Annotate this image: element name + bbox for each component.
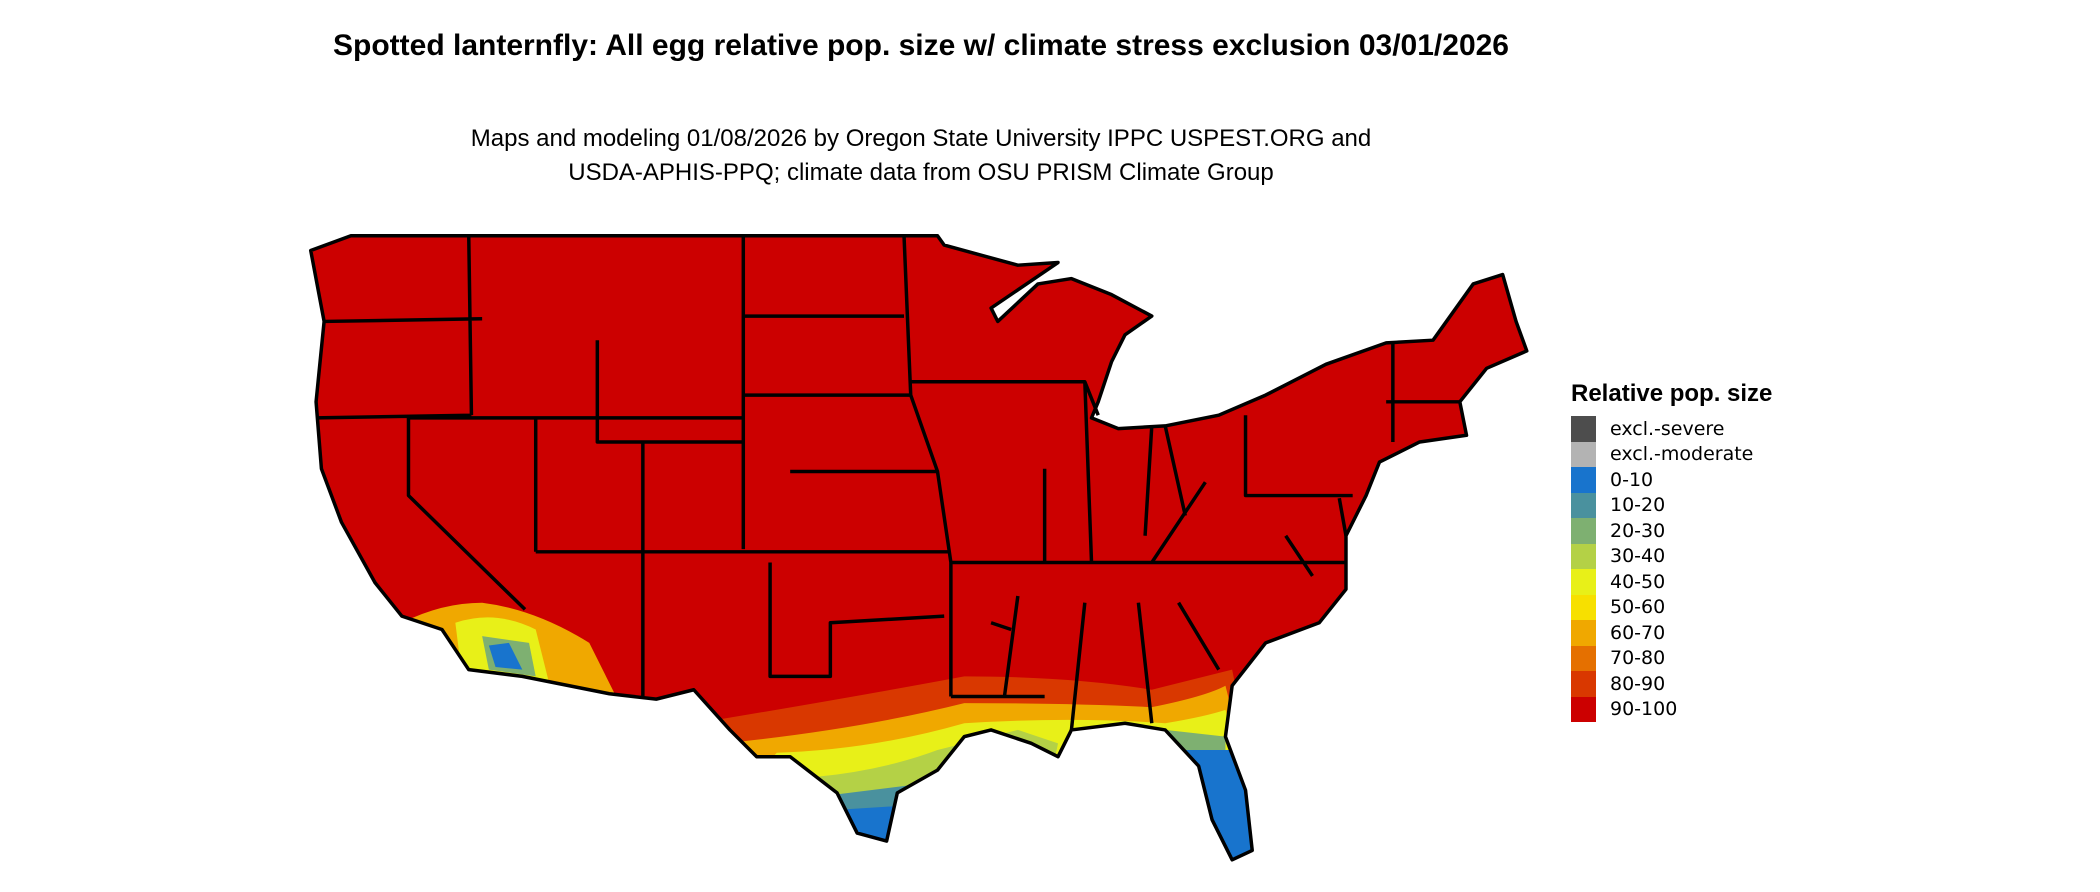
legend-label: 10-20 — [1610, 494, 1666, 517]
legend-label: 40-50 — [1610, 570, 1666, 593]
legend-label: 60-70 — [1610, 621, 1666, 644]
legend-swatch — [1571, 645, 1596, 671]
legend-swatch — [1571, 416, 1596, 442]
legend-item: excl.-severe — [1571, 416, 1772, 442]
legend: Relative pop. size excl.-severe excl.-mod… — [1571, 380, 1772, 722]
state-borders — [308, 233, 1529, 862]
legend-swatch — [1571, 594, 1596, 620]
legend-label: excl.-severe — [1610, 417, 1725, 440]
legend-item: excl.-moderate — [1571, 441, 1772, 467]
legend-item: 70-80 — [1571, 645, 1772, 671]
legend-label: 90-100 — [1610, 698, 1678, 721]
legend-swatch — [1571, 671, 1596, 697]
legend-swatch — [1571, 492, 1596, 518]
subtitle-line-2: USDA-APHIS-PPQ; climate data from OSU PR… — [568, 159, 1274, 186]
legend-item: 80-90 — [1571, 671, 1772, 697]
legend-item: 20-30 — [1571, 518, 1772, 544]
subtitle-line-1: Maps and modeling 01/08/2026 by Oregon S… — [470, 125, 1372, 152]
legend-item: 0-10 — [1571, 467, 1772, 493]
legend-item: 90-100 — [1571, 696, 1772, 722]
legend-swatch — [1571, 569, 1596, 595]
legend-item: 10-20 — [1571, 492, 1772, 518]
legend-label: 50-60 — [1610, 596, 1666, 619]
legend-item: 30-40 — [1571, 543, 1772, 569]
legend-label: 80-90 — [1610, 672, 1666, 695]
legend-item: 50-60 — [1571, 594, 1772, 620]
map-subtitle: Maps and modeling 01/08/2026 by Oregon S… — [321, 122, 1521, 190]
legend-swatch — [1571, 696, 1596, 722]
legend-label: excl.-moderate — [1610, 443, 1754, 466]
legend-label: 70-80 — [1610, 647, 1666, 670]
legend-label: 30-40 — [1610, 545, 1666, 568]
legend-swatch — [1571, 518, 1596, 544]
legend-swatch — [1571, 543, 1596, 569]
legend-label: 0-10 — [1610, 468, 1654, 491]
legend-title: Relative pop. size — [1571, 380, 1773, 407]
legend-swatch — [1571, 620, 1596, 646]
map-title: Spotted lanternfly: All egg relative pop… — [333, 29, 1509, 62]
legend-item: 60-70 — [1571, 620, 1772, 646]
legend-swatch — [1571, 467, 1596, 493]
legend-label: 20-30 — [1610, 519, 1666, 542]
legend-swatch — [1571, 441, 1596, 467]
legend-item: 40-50 — [1571, 569, 1772, 595]
